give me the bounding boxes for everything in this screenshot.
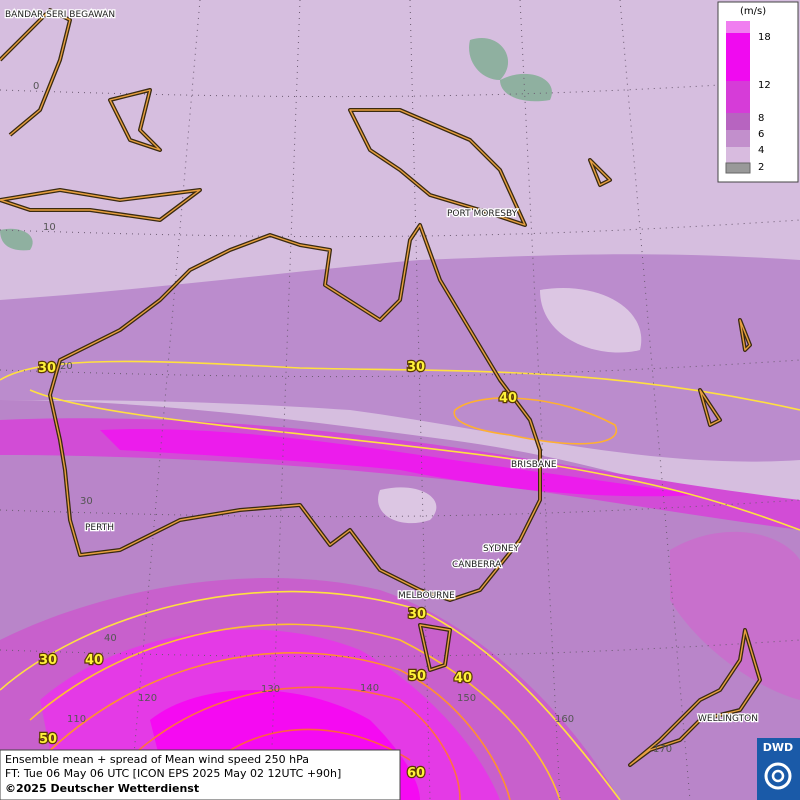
logo: DWD (757, 738, 800, 800)
city-label: BRISBANE (511, 460, 557, 470)
coastlines (0, 8, 762, 767)
contour-label: 30 (408, 607, 426, 622)
footer: Ensemble mean + spread of Mean wind spee… (0, 749, 401, 800)
contour-label: 40 (454, 671, 472, 686)
contour-label: 40 (85, 653, 103, 668)
footer-line: ©2025 Deutscher Wetterdienst (5, 782, 199, 795)
contour-label: 30 (407, 360, 425, 375)
grid-label: 160 (555, 714, 574, 725)
grid-label: 0 (33, 81, 39, 92)
legend-label: 2 (758, 162, 764, 173)
grid-label: 10 (43, 222, 56, 233)
grid-label: 30 (80, 496, 93, 507)
city-label: CANBERRA (452, 560, 502, 570)
contour-label: 30 (39, 653, 57, 668)
legend-label: 12 (758, 80, 771, 91)
grid-label: 120 (138, 693, 157, 704)
footer-line: FT: Tue 06 May 06 UTC [ICON EPS 2025 May… (5, 767, 341, 780)
legend-label: 18 (758, 32, 771, 43)
logo-text: DWD (763, 741, 793, 754)
legend-label: 8 (758, 113, 764, 124)
contour-label: 30 (38, 361, 56, 376)
contour-label: 50 (408, 669, 426, 684)
legend-label: 4 (758, 145, 764, 156)
city-label: PORT MORESBY (447, 209, 518, 219)
contour-label: 60 (407, 766, 425, 781)
legend-unit: (m/s) (740, 6, 766, 17)
contour-label: 50 (39, 732, 57, 747)
city-label: BANDAR SERI BEGAWAN (5, 10, 115, 20)
city-label: SYDNEY (483, 544, 520, 554)
grid-label: 110 (67, 714, 86, 725)
grid-label: 170 (653, 744, 672, 755)
contours (0, 360, 800, 800)
city-label: PERTH (85, 523, 114, 533)
grid-label: 20 (60, 361, 73, 372)
city-label: WELLINGTON (698, 714, 758, 724)
legend: (m/s) 18 12 8 6 4 2 (717, 1, 799, 183)
city-label: MELBOURNE (398, 591, 455, 601)
footer-line: Ensemble mean + spread of Mean wind spee… (5, 753, 309, 766)
grid-label: 130 (261, 684, 280, 695)
legend-label: 6 (758, 129, 764, 140)
grid-label: 40 (104, 633, 117, 644)
grid-label: 140 (360, 683, 379, 694)
grid-label: 150 (457, 693, 476, 704)
contour-label: 40 (499, 391, 517, 406)
labels: BANDAR SERI BEGAWAN PORT MORESBY BRISBANE P… (4, 9, 759, 783)
